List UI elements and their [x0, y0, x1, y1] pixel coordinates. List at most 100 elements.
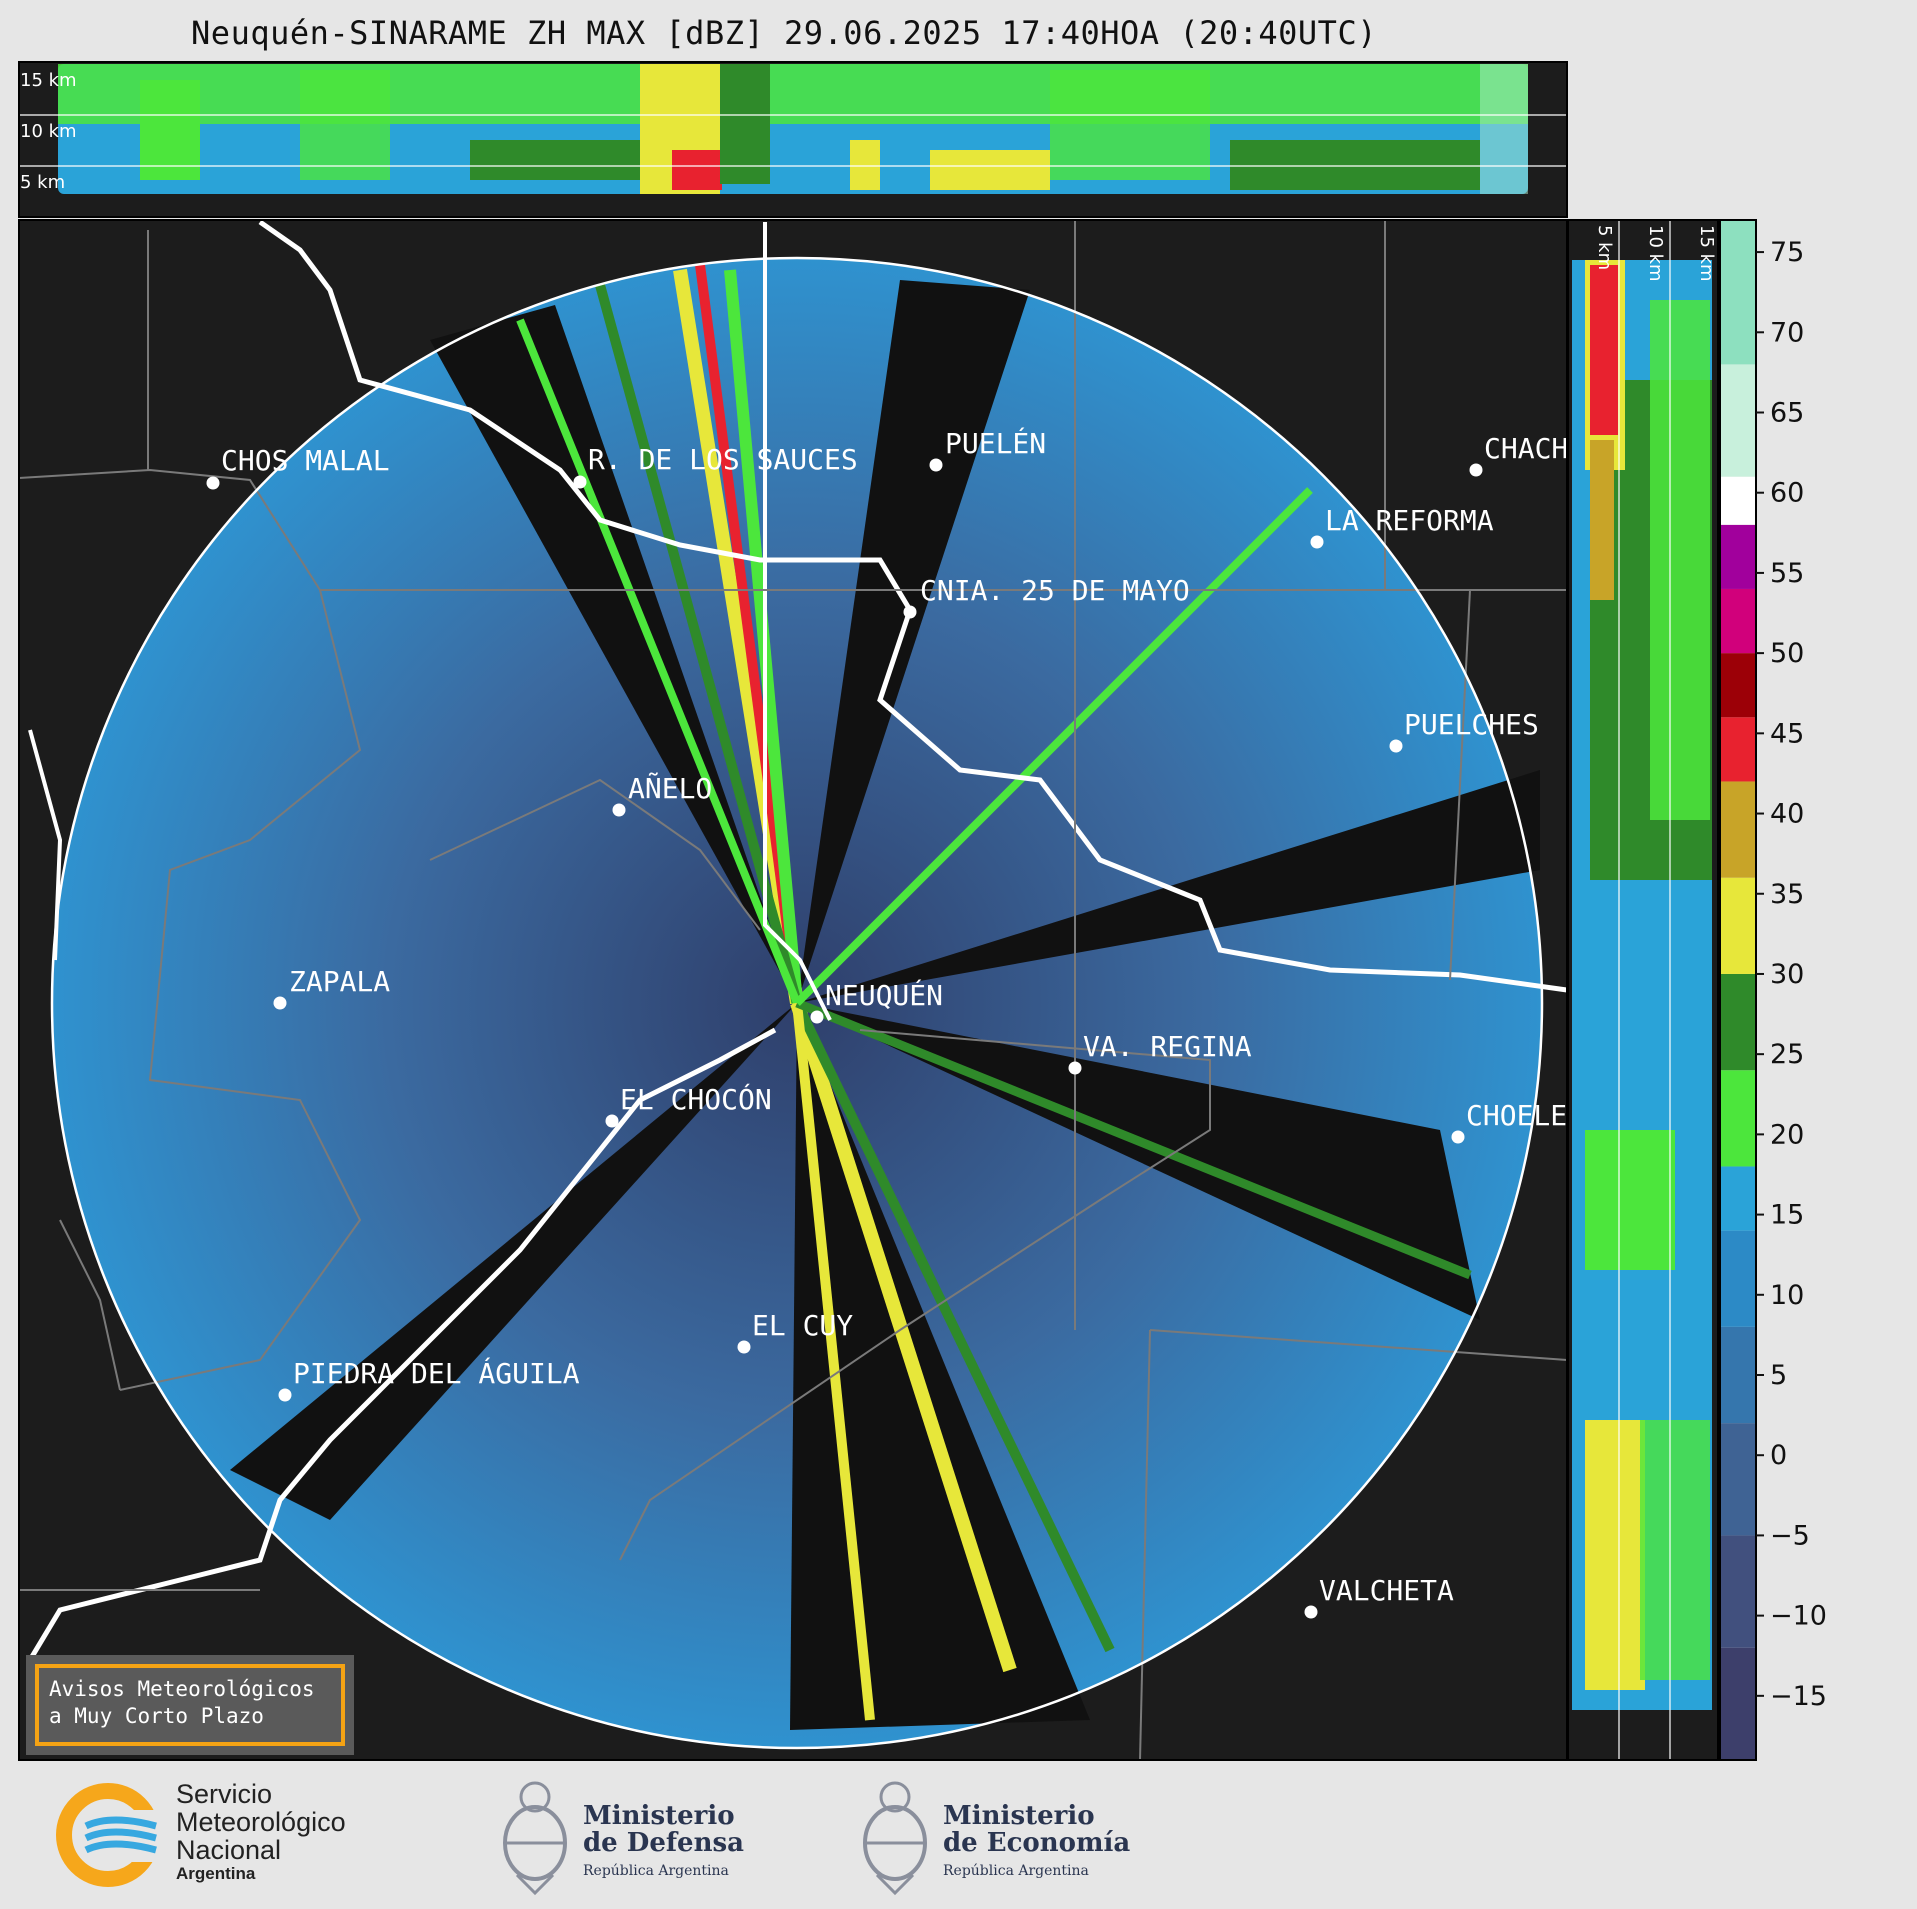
colorbar-segment: [1720, 781, 1756, 878]
colorbar-segment: [1720, 1230, 1756, 1327]
colorbar-segment: [1720, 1647, 1756, 1760]
city-chos-malal: CHOS MALAL: [206, 444, 390, 490]
city-label: NEUQUÉN: [825, 978, 943, 1012]
no-echo-sector: [430, 305, 797, 1003]
city-label: CNIA. 25 DE MAYO: [920, 574, 1190, 607]
echo-streak: [794, 487, 1313, 1006]
city-label: LA REFORMA: [1325, 504, 1494, 537]
city-zapala: ZAPALA: [273, 965, 390, 1010]
side-label-15km: 15 km: [1696, 225, 1717, 282]
aviso-line2: a Muy Corto Plazo: [49, 1704, 264, 1728]
colorbar-tick-label: 30: [1770, 959, 1804, 990]
colorbar-segment: [1720, 1535, 1756, 1648]
colorbar-tick-label: −15: [1770, 1681, 1827, 1712]
national-coat-of-arms-icon: [503, 1781, 567, 1896]
city-dot: [1068, 1061, 1082, 1075]
no-echo-sector: [797, 1003, 1480, 1320]
echo-streak: [795, 998, 1472, 1280]
colorbar-tick-label: −10: [1770, 1601, 1827, 1632]
city-label: EL CHOCÓN: [620, 1082, 772, 1116]
city-piedra-aguila: PIEDRA DEL ÁGUILA: [278, 1356, 580, 1402]
colorbar-frame: [1719, 219, 1757, 1761]
colorbar-tick-label: 75: [1770, 237, 1804, 268]
top-echo-band: [850, 140, 880, 190]
side-label-5km: 5 km: [1594, 225, 1615, 270]
top-panel-frame: [18, 61, 1568, 218]
department-boundaries: [19, 220, 1567, 1760]
top-echo-band: [300, 70, 390, 180]
side-echo-band: [1650, 300, 1710, 820]
side-echo-band: [1640, 1420, 1710, 1680]
city-dot: [573, 475, 587, 489]
colorbar-tick-label: 15: [1770, 1200, 1804, 1231]
echo-streak: [792, 1002, 875, 1721]
smn-line2: Meteorológico: [176, 1807, 346, 1837]
no-echo-sector: [797, 280, 1030, 1003]
chart-title: Neuquén-SINARAME ZH MAX [dBZ] 29.06.2025…: [191, 14, 1377, 52]
no-echo-sector: [790, 1003, 1090, 1730]
city-dot: [903, 605, 917, 619]
colorbar-tick-label: 45: [1770, 718, 1804, 749]
city-puelches: PUELCHES: [1389, 708, 1539, 753]
city-el-cuy: EL CUY: [737, 1309, 853, 1354]
side-echo-band: [1585, 1420, 1645, 1690]
smn-line4: Argentina: [176, 1864, 256, 1883]
colorbar-segment: [1720, 1070, 1756, 1167]
city-label: ZAPALA: [289, 965, 390, 998]
top-label-5km: 5 km: [20, 172, 65, 193]
provincial-boundary: [763, 222, 832, 1021]
ppi-map-panel: CHOS MALAL R. DE LOS SAUCES PUELÉN CHACH LA …: [18, 219, 1568, 1761]
top-echo-band: [1230, 140, 1480, 190]
smn-line1: Servicio: [176, 1779, 273, 1809]
colorbar-segment: [1720, 476, 1756, 525]
side-echo-max: [1590, 265, 1618, 435]
top-label-15km: 15 km: [20, 70, 77, 91]
echo-streak: [516, 318, 801, 1005]
top-echo-band: [140, 80, 200, 180]
colorbar-tick-label: 60: [1770, 478, 1804, 509]
colorbar-segment: [1720, 1423, 1756, 1536]
side-label-10km: 10 km: [1645, 225, 1666, 282]
top-echo-band: [720, 64, 770, 184]
city-neuquen: NEUQUÉN: [810, 978, 943, 1024]
echo-streak: [790, 1000, 1017, 1673]
river-colorado: [258, 220, 1567, 993]
colorbar-tick-label: 10: [1770, 1280, 1804, 1311]
colorbar-tick-label: 55: [1770, 558, 1804, 589]
city-markers: CHOS MALAL R. DE LOS SAUCES PUELÉN CHACH LA …: [206, 426, 1567, 1619]
echo-streak: [792, 1000, 1115, 1653]
no-echo-sector: [230, 1003, 797, 1520]
city-la-reforma: LA REFORMA: [1310, 504, 1494, 549]
aviso-badge: Avisos Meteorológicos a Muy Corto Plazo: [26, 1655, 354, 1755]
range-ring: [50, 256, 1544, 1750]
city-label: VA. REGINA: [1083, 1030, 1252, 1063]
city-label: CHOELE: [1466, 1099, 1567, 1132]
defensa-line2: de Defensa: [583, 1828, 744, 1858]
city-dot: [206, 476, 220, 490]
city-label: VALCHETA: [1319, 1574, 1454, 1607]
aviso-badge-frame: Avisos Meteorológicos a Muy Corto Plazo: [35, 1664, 345, 1746]
colorbar-segment: [1720, 588, 1756, 654]
colorbar-tick-label: 20: [1770, 1119, 1804, 1150]
defensa-line1: Ministerio: [583, 1801, 735, 1831]
city-dot: [273, 996, 287, 1010]
top-label-10km: 10 km: [20, 121, 77, 142]
city-el-chocon: EL CHOCÓN: [605, 1082, 772, 1128]
city-dot: [810, 1010, 824, 1024]
city-puelen: PUELÉN: [929, 426, 1046, 472]
city-anelo: AÑELO: [612, 771, 712, 817]
colorbar-segment: [1720, 653, 1756, 718]
colorbar-segment: [1720, 1166, 1756, 1231]
colorbar-tick-label: −5: [1770, 1520, 1810, 1551]
city-valcheta: VALCHETA: [1304, 1574, 1454, 1619]
city-dot: [605, 1114, 619, 1128]
colorbar-segment: [1720, 973, 1756, 1071]
city-rincon-sauces: R. DE LOS SAUCES: [573, 443, 858, 489]
defensa-subtitle: República Argentina: [583, 1863, 729, 1879]
colorbar-segment: [1720, 220, 1756, 365]
colorbar-tick-label: 0: [1770, 1440, 1787, 1471]
smn-wordmark: Servicio Meteorológico Nacional Argentin…: [176, 1780, 346, 1884]
city-dot: [612, 803, 626, 817]
city-chacharramendi: CHACH: [1469, 432, 1567, 477]
